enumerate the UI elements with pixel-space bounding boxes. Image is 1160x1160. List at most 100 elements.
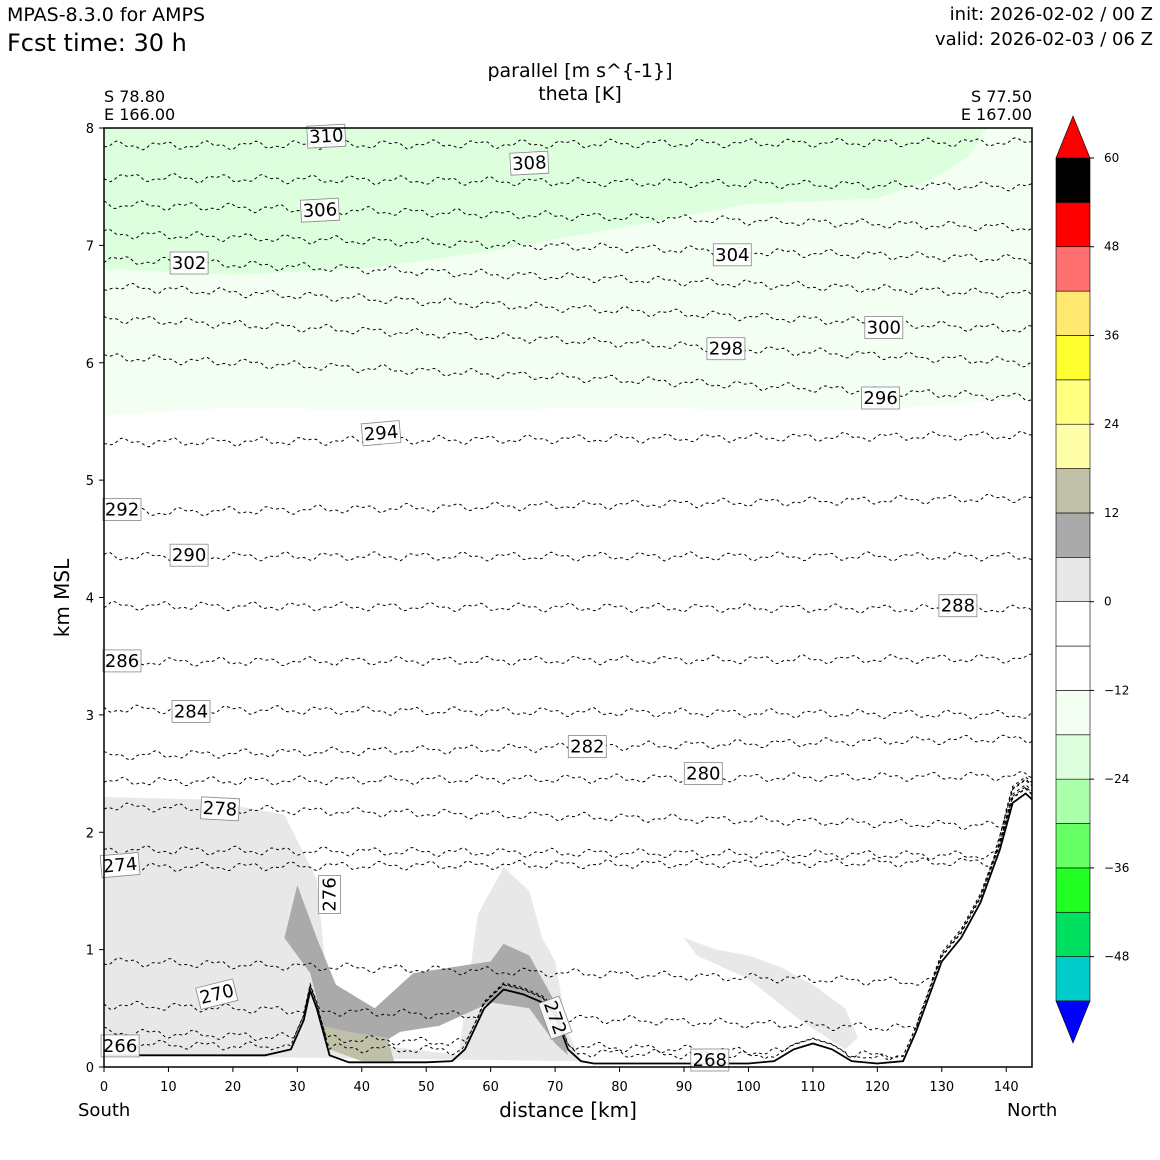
contour-label-box [360,420,402,447]
contour-label-286: 286 [102,649,142,673]
colorbar-segment [1055,246,1091,292]
theta-contour-300 [103,283,1033,333]
colorbar-segment [1055,290,1091,336]
contour-label-box [318,875,342,914]
x-tick-label: 20 [225,1080,242,1095]
x-tick-label: 0 [100,1080,108,1095]
chart-subtitle: theta [K] [538,83,622,105]
contour-label-text: 310 [309,125,344,148]
terrain-profile [104,792,1033,1065]
contour-label-box [100,1034,140,1058]
colorbar-tick-label: −24 [1104,772,1129,786]
contour-label-298: 298 [706,337,746,361]
wind-shading [104,128,1032,1062]
colorbar-segment [1055,734,1091,780]
theta-contour-308 [103,173,1033,192]
theta-contour-280 [103,770,1033,787]
colorbar-segment [1055,335,1091,381]
contour-label-text: 290 [172,545,206,566]
x-tick-label: 100 [736,1080,761,1095]
contour-label-text: 306 [302,199,337,222]
contour-label-300: 300 [864,316,904,339]
contour-labels: 2662682702722742762782802822842862882902… [99,123,978,1072]
theta-contour-288 [103,600,1033,615]
y-tick-label: 0 [86,1061,94,1076]
contour-label-302: 302 [169,251,209,275]
shade-region-3 [684,937,858,1050]
colorbar-tick-label: −36 [1104,861,1129,875]
x-tick-label: 40 [354,1080,371,1095]
contour-label-text: 278 [202,798,237,821]
colorbar-tick-label: −48 [1104,950,1129,964]
contour-label-276: 276 [318,875,342,914]
theta-contour-270 [103,786,1033,1032]
contour-label-text: 274 [102,854,138,878]
theta-contour-284 [103,704,1033,720]
contour-label-box [861,386,900,410]
contour-label-box [706,337,746,361]
x-tick-label: 30 [289,1080,306,1095]
contour-label-box [306,123,347,149]
x-tick-label: 130 [929,1080,954,1095]
x-tick-label: 80 [611,1080,628,1095]
colorbar-tick-label: 24 [1104,417,1119,431]
x-tick-label: 120 [865,1080,890,1095]
contour-label-268: 268 [690,1048,730,1072]
contour-label-box [171,700,211,723]
contour-label-292: 292 [102,498,142,521]
corner-left-lat: S 78.80 [104,87,166,106]
contour-label-text: 266 [103,1036,137,1057]
contour-label-box [102,498,142,521]
colorbar-tick-label: 12 [1104,506,1119,520]
contour-label-box [200,796,240,822]
model-title: MPAS-8.3.0 for AMPS [7,4,206,26]
contour-label-box [938,594,978,618]
theta-contour-292 [103,494,1033,518]
init-time: init: 2026-02-02 / 00 Z [949,4,1153,25]
theta-contour-286 [103,653,1033,668]
colorbar-segment [1055,202,1091,248]
contour-label-text: 298 [709,339,743,360]
theta-contour-302 [103,256,1033,299]
x-tick-label: 90 [676,1080,693,1095]
colorbar-extend-low [1055,1000,1091,1044]
colorbar-tick-label: 36 [1104,328,1119,342]
contour-label-288: 288 [938,594,978,618]
colorbar-segment [1055,157,1091,203]
contour-label-text: 280 [686,764,720,785]
contour-label-296: 296 [861,386,900,410]
colorbar-segment [1055,601,1091,647]
theta-contour-274 [103,779,1033,872]
colorbar-segment [1055,557,1091,602]
contour-label-306: 306 [299,197,340,223]
contour-label-278: 278 [200,796,240,822]
colorbar-segment [1055,379,1091,425]
theta-contour-268 [103,787,1033,1061]
colorbar-tick-label: 48 [1104,240,1119,254]
colorbar-segment [1055,956,1091,1002]
corner-right-coords: S 77.50 E 167.00 [961,88,1032,124]
colorbar-segment [1055,823,1091,869]
contour-label-270: 270 [195,978,239,1010]
x-tick-label: 110 [800,1080,825,1095]
colorbar-extend-high [1055,115,1091,159]
contour-label-text: 294 [363,422,399,446]
y-tick-label: 7 [86,239,94,254]
contour-label-box [509,150,550,176]
forecast-time: Fcst time: 30 h [7,29,187,57]
theta-contour-294 [103,431,1033,448]
corner-right-lon: E 167.00 [960,105,1032,124]
colorbar-segment [1055,645,1091,691]
contour-label-308: 308 [509,150,550,176]
contour-label-box [864,316,904,339]
colorbar-segment [1055,512,1091,558]
contour-label-text: 308 [512,152,547,175]
x-tick-label: 10 [160,1080,177,1095]
contour-label-text: 284 [174,701,208,722]
colorbar-segment [1055,911,1091,957]
x-tick-label: 70 [547,1080,564,1095]
contour-label-290: 290 [169,543,209,567]
contour-label-282: 282 [567,735,607,758]
colorbar-segment [1055,690,1091,736]
